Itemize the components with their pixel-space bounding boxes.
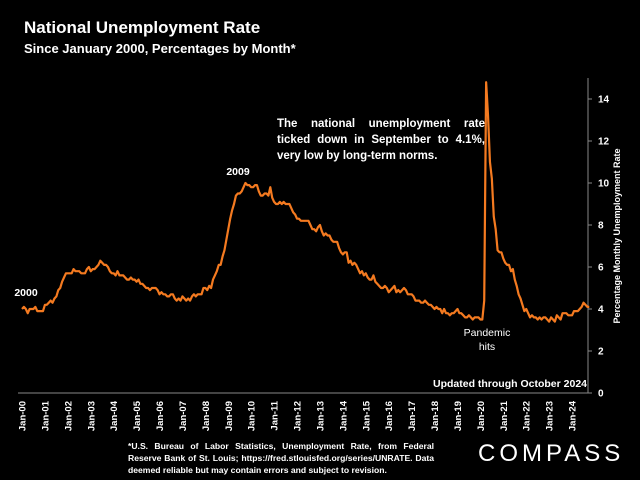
x-tick-label: Jan-17 — [407, 401, 418, 431]
data-line — [21, 81, 590, 323]
y-tick-label: 12 — [598, 137, 610, 148]
y-tick-label: 14 — [598, 95, 610, 106]
footnote: *U.S. Bureau of Labor Statistics, Unempl… — [128, 441, 434, 475]
x-tick-label: Jan-04 — [109, 400, 120, 431]
annotation: Updated through October 2024 — [433, 378, 587, 390]
x-tick-label: Jan-08 — [201, 401, 212, 431]
x-tick-label: Jan-09 — [224, 401, 235, 431]
y-tick-label: 0 — [598, 389, 604, 400]
y-tick-label: 6 — [598, 263, 604, 274]
annotation: hits — [479, 341, 495, 353]
annotation: 2000 — [14, 287, 38, 299]
x-tick-label: Jan-14 — [338, 400, 349, 431]
x-tick-label: Jan-21 — [499, 400, 510, 431]
y-axis-label: Percentage Monthly Unemployment Rate — [612, 148, 622, 323]
brand-logo: COMPASS — [478, 440, 625, 467]
x-tick-label: Jan-18 — [430, 401, 441, 431]
y-tick-label: 4 — [598, 305, 604, 316]
y-tick-label: 2 — [598, 347, 604, 358]
chart-title: National Unemployment Rate — [24, 18, 261, 37]
x-tick-label: Jan-20 — [476, 401, 487, 431]
chart-subtitle: Since January 2000, Percentages by Month… — [24, 41, 296, 56]
x-tick-label: Jan-16 — [384, 401, 395, 431]
annotation: The national unemployment rate ticked do… — [277, 118, 485, 162]
x-tick-label: Jan-12 — [293, 401, 304, 431]
x-tick-label: Jan-22 — [522, 401, 533, 431]
x-tick-label: Jan-11 — [270, 400, 281, 430]
x-tick-label: Jan-03 — [86, 401, 97, 431]
x-tick-label: Jan-00 — [18, 401, 29, 431]
x-tick-label: Jan-10 — [247, 401, 258, 431]
x-tick-label: Jan-23 — [545, 401, 556, 431]
x-tick-label: Jan-19 — [453, 401, 464, 431]
x-tick-label: Jan-13 — [315, 401, 326, 431]
x-tick-label: Jan-07 — [178, 401, 189, 431]
x-tick-label: Jan-02 — [63, 401, 74, 431]
x-tick-label: Jan-15 — [361, 400, 372, 431]
y-tick-label: 8 — [598, 221, 604, 232]
annotation: Pandemic — [464, 327, 511, 339]
x-tick-label: Jan-24 — [568, 400, 579, 431]
annotation: 2009 — [226, 166, 250, 178]
y-tick-label: 10 — [598, 179, 610, 190]
x-tick-label: Jan-01 — [40, 400, 51, 431]
x-tick-label: Jan-06 — [155, 401, 166, 431]
x-tick-label: Jan-05 — [132, 400, 143, 431]
